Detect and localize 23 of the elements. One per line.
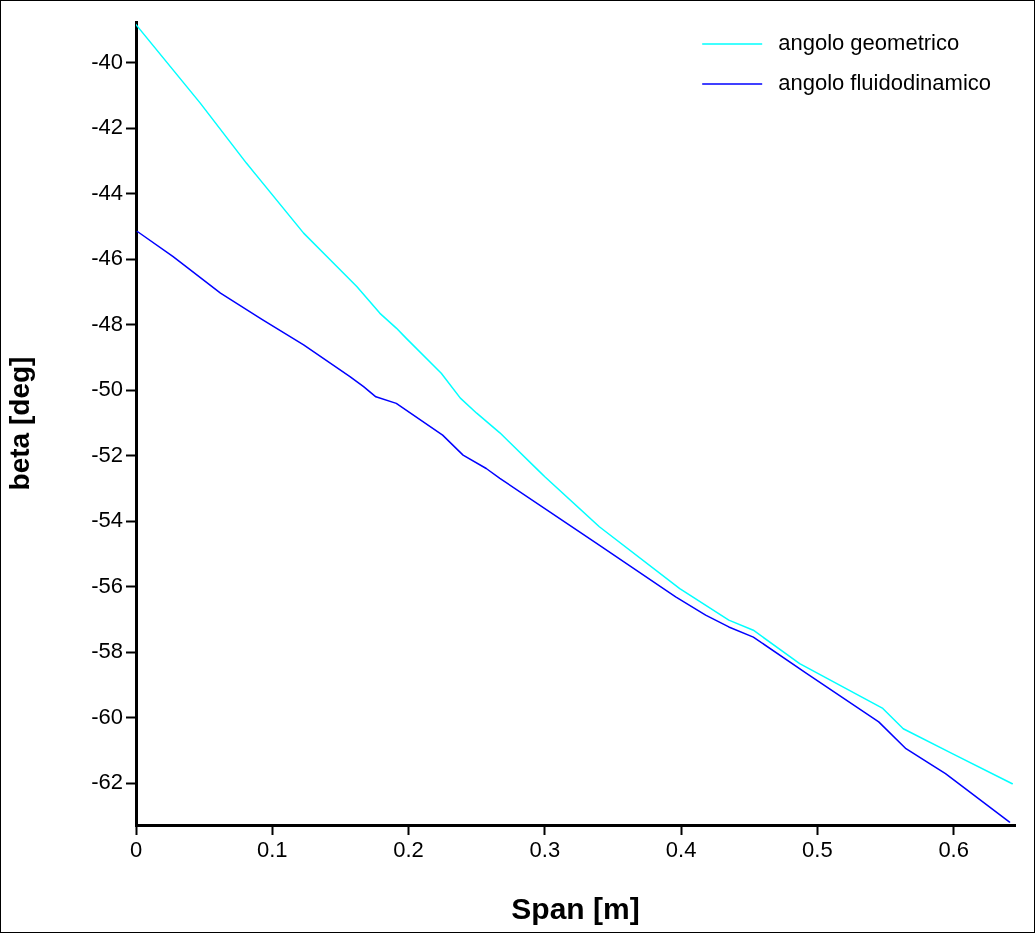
x-tick-label: 0.4 — [665, 837, 697, 863]
y-tick-label: -62 — [91, 769, 123, 795]
y-tick-label: -52 — [91, 441, 123, 467]
y-axis-title: beta [deg] — [3, 356, 35, 491]
y-tick-label: -54 — [91, 507, 123, 533]
x-tick-label: 0.2 — [393, 837, 424, 863]
y-tick-label: -58 — [91, 638, 123, 664]
legend-label: angolo geometrico — [778, 30, 960, 56]
x-tick-label: 0.6 — [938, 837, 969, 863]
x-axis-title: Span [m] — [511, 892, 640, 926]
x-tick-label: 0.1 — [256, 837, 288, 863]
y-tick-label: -60 — [91, 703, 123, 729]
y-tick-label: -40 — [91, 48, 123, 74]
y-tick-label: -46 — [91, 245, 123, 271]
y-tick-label: -42 — [91, 114, 123, 140]
y-tick-label: -56 — [91, 572, 123, 598]
y-tick-label: -50 — [91, 376, 123, 402]
y-tick-label: -44 — [91, 179, 123, 205]
legend-label: angolo fluidodinamico — [778, 70, 992, 96]
x-tick-label: 0.3 — [529, 837, 561, 863]
y-tick-label: -48 — [91, 310, 123, 336]
x-tick-label: 0.5 — [802, 837, 833, 863]
x-tick-label: 0 — [129, 837, 143, 863]
